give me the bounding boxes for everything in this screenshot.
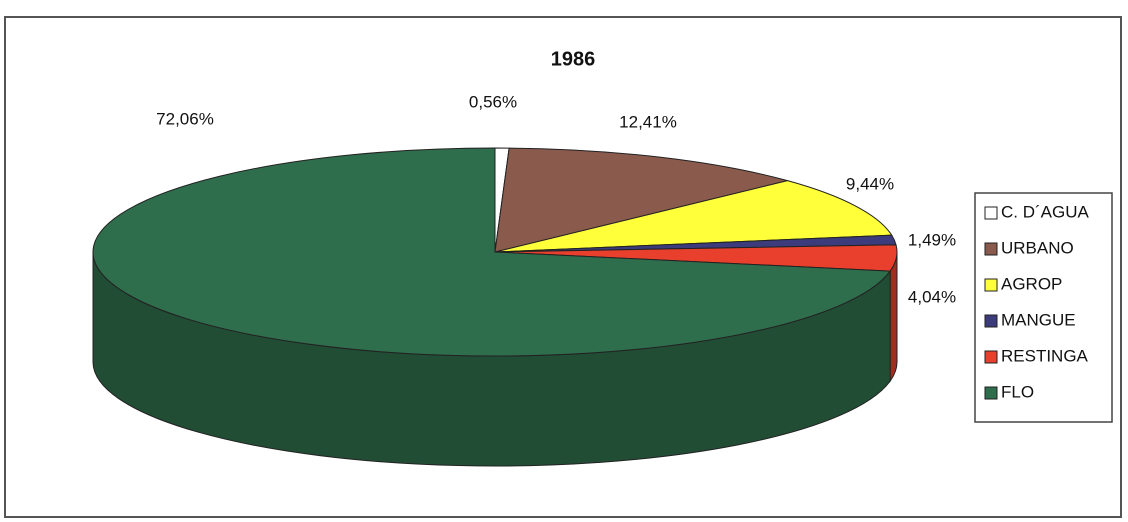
legend-label: RESTINGA bbox=[1001, 346, 1089, 365]
data-label: 0,56% bbox=[469, 92, 517, 111]
slice bbox=[494, 180, 893, 253]
data-label: 9,44% bbox=[846, 174, 894, 193]
data-label: 4,04% bbox=[908, 287, 956, 306]
slice bbox=[92, 147, 892, 357]
legend-swatch bbox=[984, 314, 998, 328]
slice-side bbox=[889, 251, 898, 383]
legend-swatch bbox=[984, 386, 998, 400]
data-label: 72,06% bbox=[156, 109, 214, 128]
data-label: 12,41% bbox=[619, 112, 677, 131]
chart-title: 1986 bbox=[551, 48, 596, 70]
legend-label: URBANO bbox=[1001, 238, 1074, 257]
legend-swatch bbox=[984, 206, 998, 220]
legend-swatch bbox=[984, 242, 998, 256]
legend-swatch bbox=[984, 278, 998, 292]
legend-swatch bbox=[984, 350, 998, 364]
slice bbox=[494, 147, 790, 253]
data-label: 1,49% bbox=[908, 230, 956, 249]
legend-box bbox=[974, 192, 1113, 423]
legend-label: FLO bbox=[1001, 382, 1034, 401]
legend-label: MANGUE bbox=[1001, 310, 1076, 329]
legend-label: AGROP bbox=[1001, 274, 1062, 293]
legend-label: C. D´AGUA bbox=[1001, 202, 1090, 221]
